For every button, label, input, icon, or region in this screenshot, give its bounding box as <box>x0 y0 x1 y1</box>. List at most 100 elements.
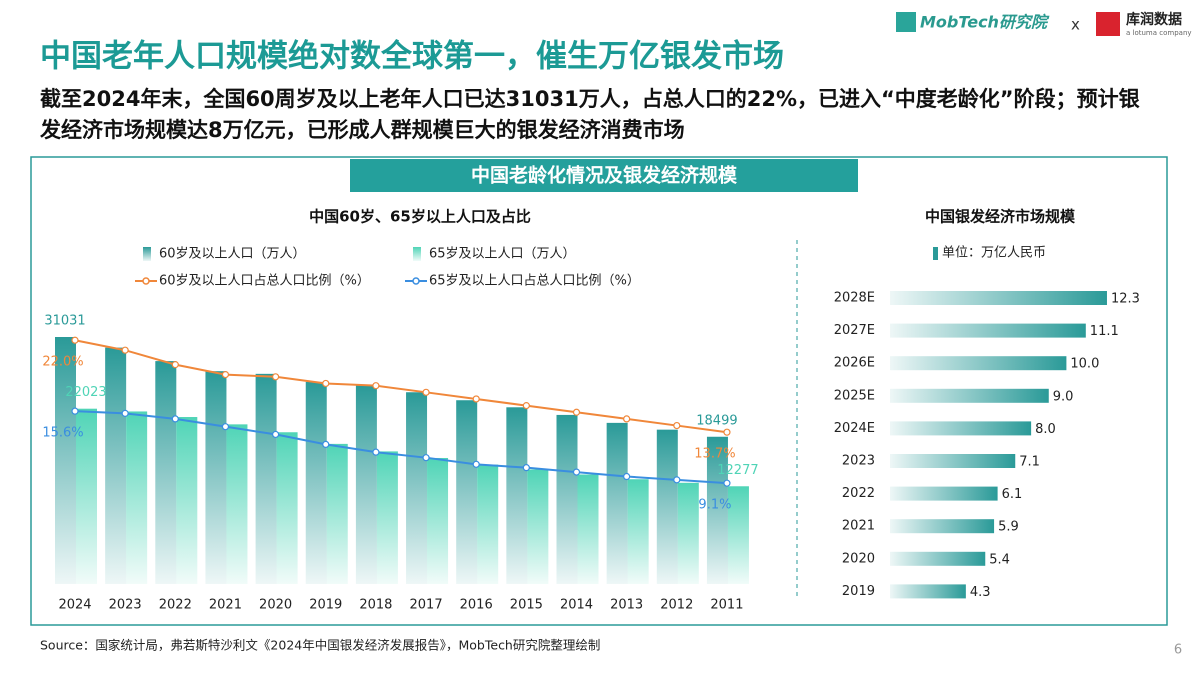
bar <box>355 385 377 584</box>
partner-tagline: a lotuma company <box>1126 29 1192 37</box>
bar <box>326 443 348 584</box>
bar <box>105 347 127 584</box>
data-label: 11.1 <box>1090 324 1119 339</box>
point <box>623 472 631 481</box>
y-tick-label: 2025E <box>834 388 875 403</box>
point <box>171 415 179 423</box>
data-label: 10.0 <box>1070 357 1099 372</box>
point <box>171 361 179 369</box>
panel <box>30 156 1168 626</box>
bar <box>890 584 966 599</box>
bar <box>890 519 995 534</box>
data-label: 5.9 <box>998 520 1019 535</box>
data-label: 12.3 <box>1111 292 1140 307</box>
x-tick-label: 2011 <box>710 598 743 613</box>
bar <box>577 474 599 584</box>
panel-header <box>350 159 858 192</box>
data-label: 4.3 <box>970 585 991 600</box>
bar <box>656 429 678 584</box>
bar <box>606 422 628 584</box>
bar <box>176 417 198 584</box>
point <box>322 440 330 448</box>
y-tick-label: 2021 <box>842 519 875 534</box>
point <box>322 379 330 388</box>
point <box>422 388 430 396</box>
data-label: 31031 <box>44 314 85 329</box>
bar <box>527 469 549 584</box>
bar <box>890 421 1032 436</box>
separator: x <box>1071 16 1080 34</box>
chart-title: 中国60岁、65岁以上人口及占比 <box>309 208 531 226</box>
bar <box>890 356 1067 371</box>
bar <box>226 424 248 584</box>
bar <box>890 551 986 566</box>
point <box>221 370 230 379</box>
legend-label: 60岁及以上人口（万人） <box>159 247 306 262</box>
data-label: 15.6% <box>42 426 83 441</box>
title: 中国老年人口规模绝对数全球第一，催生万亿银发市场 <box>40 39 784 75</box>
subtitle: 截至2024年末，全国60周岁及以上老年人口已达31031万人，占总人口的22%… <box>40 87 1140 142</box>
bar <box>456 400 478 584</box>
bar <box>76 408 97 584</box>
bar <box>890 323 1086 338</box>
legend-swatch <box>413 247 421 261</box>
partner-icon <box>1096 12 1120 36</box>
bar <box>406 392 428 584</box>
point <box>522 464 530 472</box>
bar <box>155 361 177 584</box>
chart-title: 中国银发经济市场规模 <box>925 208 1076 226</box>
bar <box>556 414 578 584</box>
x-tick-label: 2014 <box>560 598 593 613</box>
bar <box>376 451 398 584</box>
y-tick-label: 2023 <box>842 454 875 469</box>
bar <box>677 482 699 584</box>
bar <box>477 464 499 584</box>
line <box>74 339 728 434</box>
bar <box>427 457 449 584</box>
bar <box>55 337 76 584</box>
x-tick-label: 2013 <box>610 598 643 613</box>
x-tick-label: 2017 <box>410 598 443 613</box>
legend-swatch <box>933 247 938 260</box>
bar <box>305 381 327 584</box>
y-tick-label: 2026E <box>834 356 875 371</box>
bar <box>890 454 1016 468</box>
point <box>723 428 731 436</box>
data-label: 9.0 <box>1053 389 1074 404</box>
logo-icon <box>896 12 916 32</box>
x-tick-label: 2015 <box>510 598 543 613</box>
point <box>472 460 480 468</box>
point <box>272 373 280 381</box>
point <box>121 346 129 354</box>
y-tick-label: 2022 <box>842 486 875 501</box>
bar <box>276 432 298 584</box>
source: Source：国家统计局，弗若斯特沙利文《2024年中国银发经济发展报告》，Mo… <box>40 638 600 653</box>
y-tick-label: 2028E <box>834 291 875 306</box>
y-tick-label: 2024E <box>834 421 875 436</box>
point <box>71 407 79 415</box>
point <box>572 468 581 476</box>
legend-swatch <box>143 247 151 261</box>
data-label: 7.1 <box>1019 455 1040 470</box>
point <box>572 408 581 416</box>
bar <box>627 479 649 584</box>
data-label: 22023 <box>65 385 106 400</box>
x-tick-label: 2023 <box>109 598 142 613</box>
bar <box>506 407 528 584</box>
legend-swatch <box>412 277 420 285</box>
point <box>71 336 79 344</box>
point <box>723 479 731 487</box>
page-number: 6 <box>1174 643 1182 658</box>
point <box>221 423 230 431</box>
data-label: 8.0 <box>1035 422 1056 437</box>
point <box>673 421 681 430</box>
legend-label: 65岁及以上人口（万人） <box>429 247 576 262</box>
data-label: 12277 <box>717 463 758 478</box>
data-label: 22.0% <box>42 355 83 370</box>
x-tick-label: 2021 <box>209 598 242 613</box>
y-tick-label: 2027E <box>834 323 875 338</box>
data-label: 6.1 <box>1002 487 1023 502</box>
point <box>422 454 430 462</box>
